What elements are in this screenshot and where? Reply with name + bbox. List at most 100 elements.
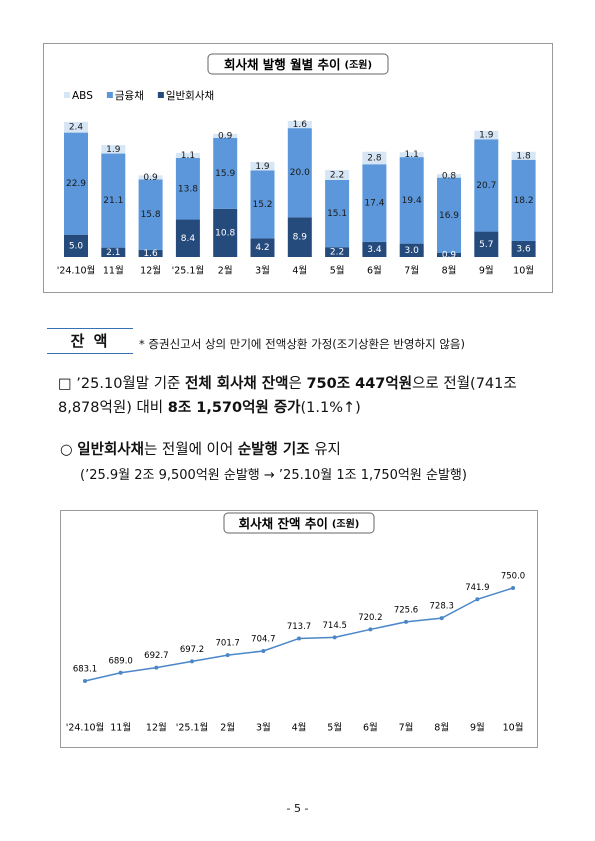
paragraph: (’25.9월 2조 9,500억원 순발행 → ’25.10월 1조 1,75… [80, 464, 550, 488]
note: * 증권신고서 상의 만기에 전액상환 가정(조기상환은 반영하지 않음) [139, 337, 465, 351]
data-label: 750.0 [501, 572, 525, 582]
text-run: 는 전월에 이어 [143, 442, 238, 458]
bar-segment [250, 162, 275, 171]
data-label: 8.9 [293, 233, 308, 243]
bar-segment [250, 170, 275, 239]
bar-segment [138, 249, 163, 257]
data-label: 1.6 [143, 249, 158, 259]
bar-segment [399, 243, 424, 257]
x-tick-label: 11월 [103, 265, 124, 277]
x-tick-label: 3월 [256, 722, 271, 734]
point [261, 648, 266, 653]
bar-segment [362, 241, 387, 257]
bar-segment [64, 132, 88, 235]
bar-segment [474, 231, 499, 257]
x-tick-label: '24.10월 [66, 722, 105, 734]
data-label: 2.8 [367, 154, 382, 164]
title-box [207, 53, 389, 75]
data-label: 3.4 [367, 245, 382, 255]
data-label: 5.7 [479, 240, 493, 250]
x-tick-label: 10월 [513, 265, 534, 277]
data-label: 2.4 [69, 123, 84, 133]
x-tick-label: 6월 [363, 722, 378, 734]
bar-segment [175, 158, 200, 220]
data-label: 714.5 [323, 621, 347, 631]
data-label: 17.4 [364, 199, 384, 209]
title-box [223, 512, 375, 534]
data-label: 713.7 [287, 622, 311, 632]
bar-segment [325, 170, 350, 180]
bar-segment [175, 153, 200, 159]
x-tick-label: 7월 [404, 265, 419, 277]
text-run: 일반회사채 [77, 442, 144, 458]
data-label: 701.7 [216, 639, 240, 649]
bar-segment [287, 217, 312, 257]
bar-segment [399, 152, 424, 158]
data-label: 0.9 [218, 131, 233, 141]
data-label: 20.0 [290, 168, 310, 178]
text-run: □ ’25.10월말 기준 [58, 376, 186, 392]
data-label: 692.7 [144, 651, 168, 661]
bar-segment [250, 238, 275, 257]
bar-segment [325, 247, 350, 257]
x-tick-label: '25.1월 [172, 265, 205, 277]
point [368, 627, 373, 632]
data-label: 689.0 [108, 656, 132, 666]
data-label: 3.6 [516, 244, 531, 254]
data-label: 2.2 [330, 170, 344, 180]
bar-segment [287, 121, 312, 129]
data-label: 2.2 [330, 248, 344, 258]
data-label: 1.6 [293, 120, 308, 130]
point [475, 597, 480, 602]
point [439, 616, 444, 621]
data-label: 16.9 [439, 211, 459, 221]
title: 회사채 발행 월별 추이 [224, 57, 341, 72]
balance-chart: 회사채 잔액 추이 (조원) 683.1 '24.10월 689.0 11월 692.7 12… [60, 510, 538, 748]
point [118, 670, 123, 675]
legend-label: ABS [72, 90, 93, 102]
x-tick-label: 12월 [146, 722, 167, 734]
data-label: 741.9 [465, 583, 489, 593]
legend-label: 일반회사채 [166, 89, 214, 102]
bar-segment [213, 137, 238, 209]
x-tick-label: 10월 [503, 722, 524, 734]
legend-swatch [64, 92, 70, 98]
point [190, 659, 195, 664]
x-tick-label: 5월 [327, 722, 342, 734]
paragraph: □ ’25.10월말 기준 전체 회사채 잔액은 750조 447억원으로 전월… [58, 372, 538, 420]
data-label: 8.4 [181, 234, 196, 244]
data-label: 683.1 [73, 665, 97, 675]
point [83, 679, 87, 683]
data-label: 4.2 [255, 243, 269, 253]
x-tick-label: '25.1월 [176, 722, 209, 734]
bar-segment [511, 151, 536, 160]
x-tick-label: 11월 [110, 722, 131, 734]
bar-segment [511, 240, 536, 257]
x-tick-label: 4월 [292, 722, 307, 734]
data-label: 15.1 [327, 209, 347, 219]
text-run: 전체 회사채 잔액 [185, 376, 289, 392]
point [511, 586, 516, 590]
bar-segment [64, 234, 88, 257]
x-tick-label: 2월 [220, 722, 235, 734]
data-label: 18.2 [514, 196, 534, 206]
data-label: 0.9 [442, 250, 457, 260]
subtitle: (조원) [345, 58, 373, 71]
issuance-chart: 회사채 발행 월별 추이 (조원) ABS 금융채 일반회사채 5.0 22.9 2.4 '24… [43, 43, 553, 293]
data-label: 725.6 [394, 605, 418, 615]
text-run: (’25.9월 2조 9,500억원 순발행 → ’25.10월 1조 1,75… [80, 468, 467, 483]
point [404, 619, 409, 624]
text-run: (1.1%↑) [300, 400, 361, 416]
bar-segment [138, 179, 163, 250]
bar-segment [474, 139, 499, 232]
data-label: 10.8 [215, 228, 235, 238]
data-label: 15.2 [252, 200, 272, 210]
bar-segment [213, 208, 238, 257]
data-label: 728.3 [430, 602, 454, 612]
bar-segment [64, 121, 88, 133]
section-label: 잔 액 [47, 328, 133, 354]
text-run: 순발행 기조 [237, 442, 310, 458]
bar-segment [437, 177, 461, 253]
x-tick-label: 9월 [470, 722, 485, 734]
